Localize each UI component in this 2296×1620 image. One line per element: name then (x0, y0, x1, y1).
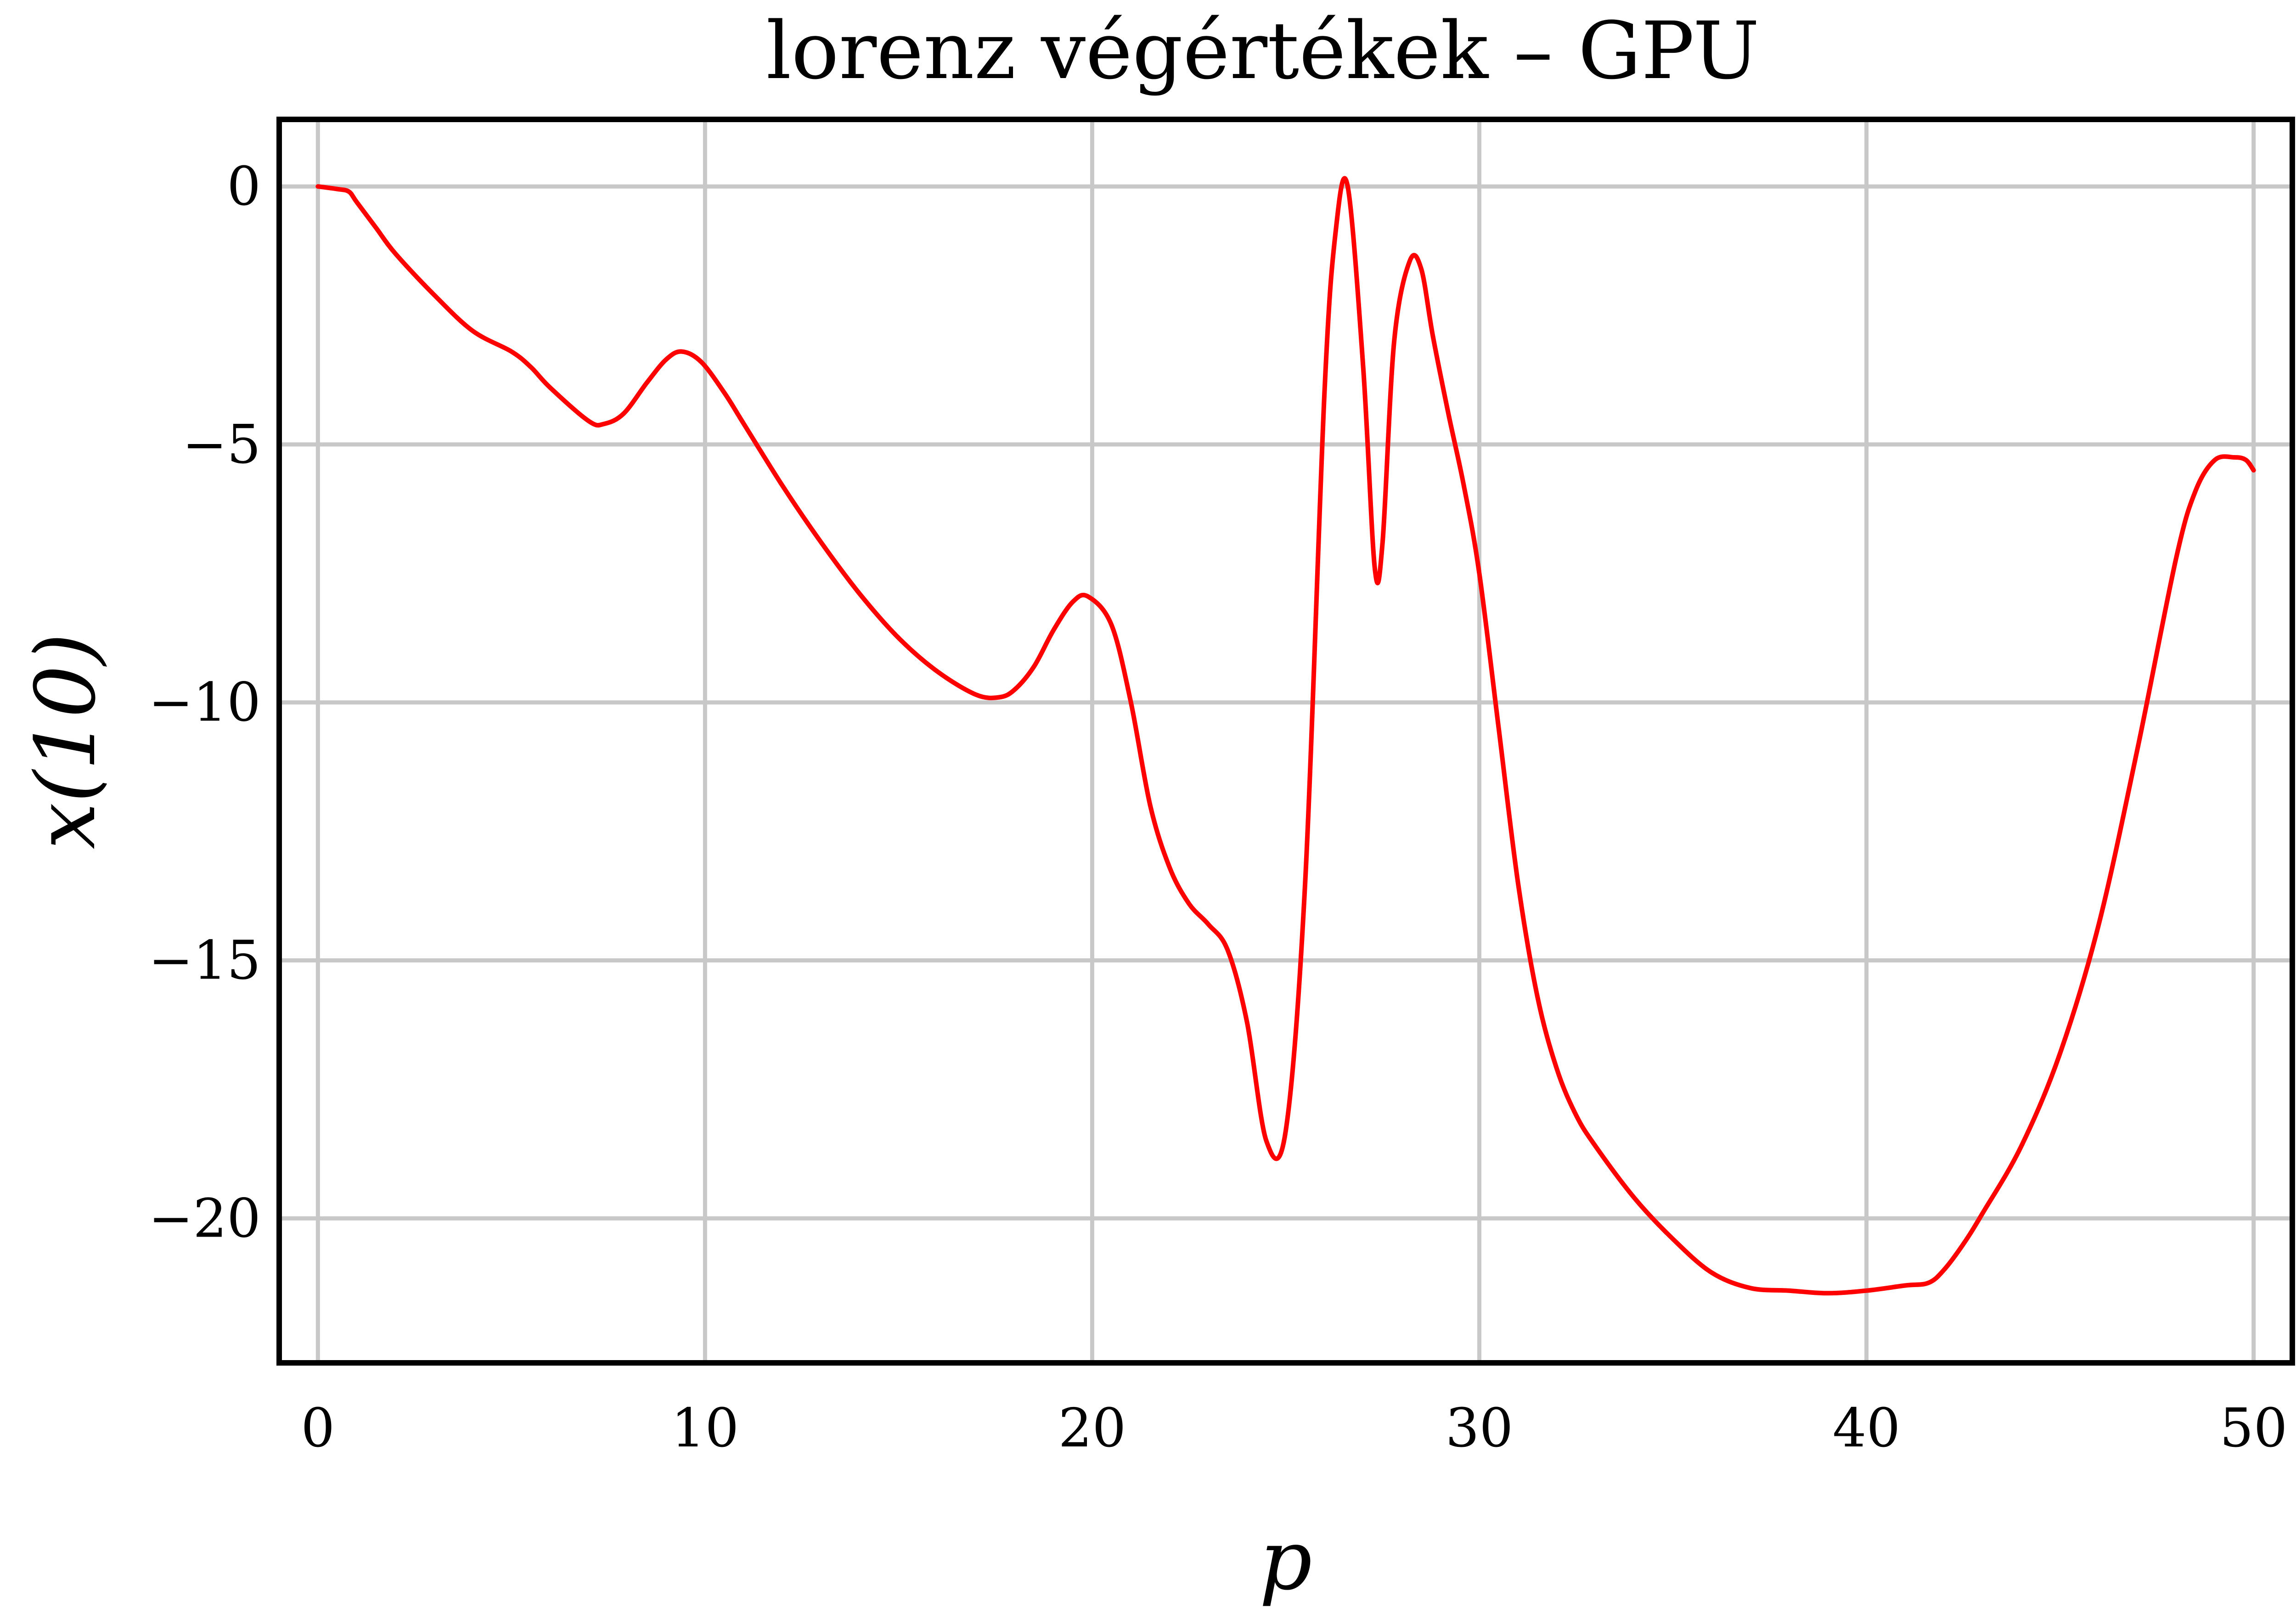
series-layer (315, 176, 2256, 1296)
y-tick-label: −15 (148, 930, 261, 992)
x-tick-label: 20 (1058, 1397, 1126, 1459)
x-axis-label: p (1259, 1513, 1312, 1609)
x-tick-label: 50 (2220, 1397, 2288, 1459)
y-tick-labels: 0 −5 −10 −15 −20 (148, 156, 261, 1249)
chart-title: lorenz végértékek – GPU (766, 5, 1759, 97)
y-tick-label: −5 (182, 414, 261, 476)
x-tick-label: 40 (1833, 1397, 1901, 1459)
y-tick-label: −20 (148, 1187, 261, 1249)
plot-frame (276, 117, 2295, 1366)
y-tick-label: −10 (148, 672, 261, 734)
series-line (315, 176, 2256, 1296)
x-tick-label: 30 (1446, 1397, 1514, 1459)
grid (279, 119, 2292, 1363)
x-tick-label: 0 (301, 1397, 335, 1459)
y-axis-label: x(10) (18, 633, 114, 849)
y-tick-label: 0 (227, 156, 261, 218)
x-tick-labels: 0 10 20 30 40 50 (301, 1397, 2287, 1459)
x-tick-label: 10 (671, 1397, 739, 1459)
